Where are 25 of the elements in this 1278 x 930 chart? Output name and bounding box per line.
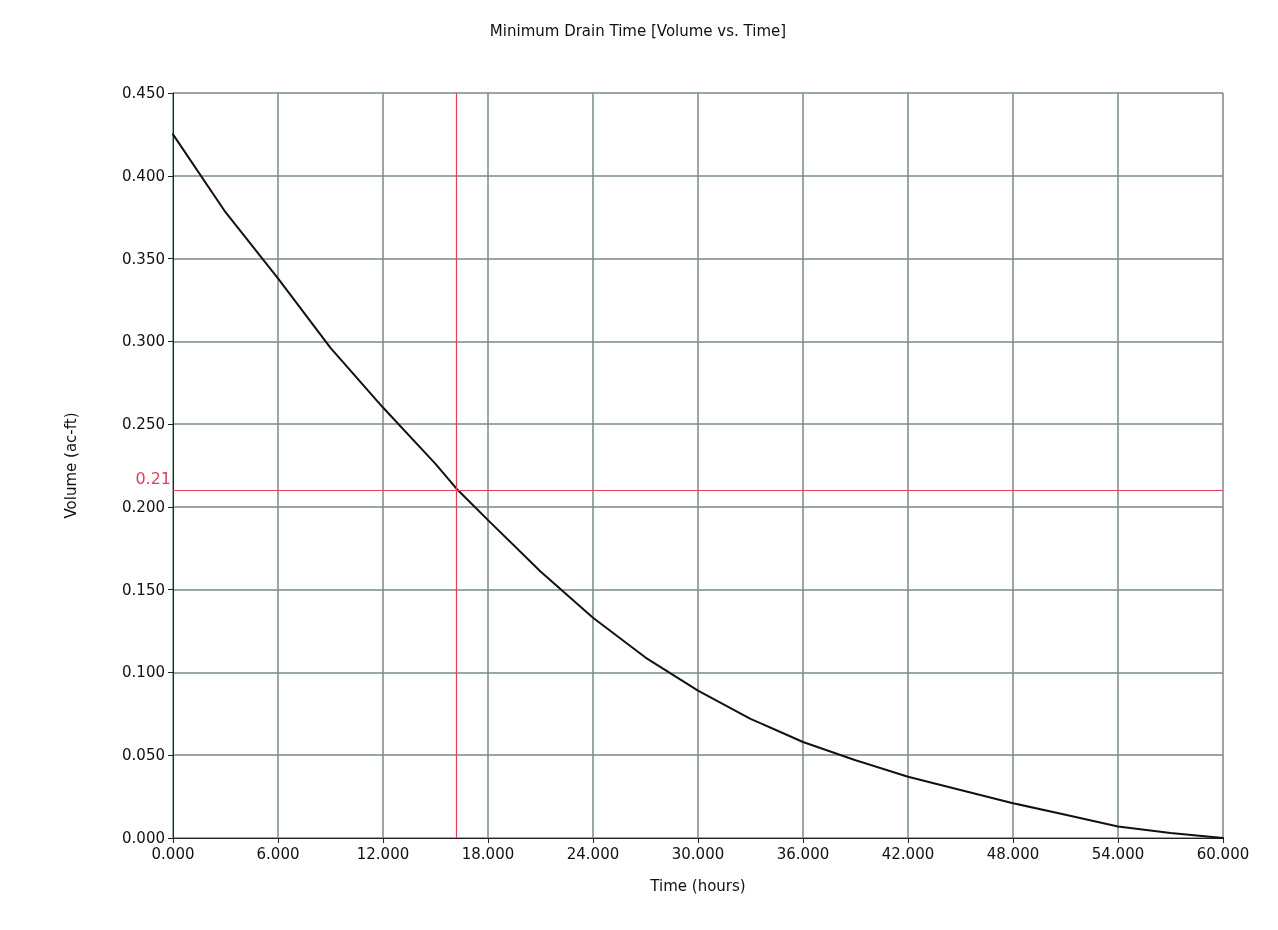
x-tick-label: 48.000 xyxy=(986,844,1040,863)
x-tick-label: 60.000 xyxy=(1196,844,1250,863)
y-tick-label: 0.250 xyxy=(122,415,165,434)
x-tick-label: 24.000 xyxy=(566,844,620,863)
chart-title: Minimum Drain Time [Volume vs. Time] xyxy=(489,21,787,40)
x-tick-label: 18.000 xyxy=(461,844,515,863)
y-tick-label: 0.200 xyxy=(122,497,165,516)
x-tick-label: 36.000 xyxy=(776,844,830,863)
y-tick-label: 0.350 xyxy=(122,249,165,268)
y-tick-label: 0.450 xyxy=(122,84,165,102)
y-tick-label: 0.100 xyxy=(122,663,165,682)
x-tick-label: 6.000 xyxy=(256,844,300,863)
x-tick-label: 42.000 xyxy=(881,844,935,863)
ref-line-label: 0.21 xyxy=(135,468,171,488)
y-axis-title: Volume (ac-ft) xyxy=(61,412,80,519)
x-tick-label: 12.000 xyxy=(356,844,410,863)
x-axis-title: Time (hours) xyxy=(649,876,746,895)
x-tick-label: 54.000 xyxy=(1091,844,1145,863)
y-tick-label: 0.050 xyxy=(122,746,165,765)
x-tick-label: 30.000 xyxy=(671,844,725,863)
x-tick-label: 0.000 xyxy=(151,844,195,863)
y-tick-label: 0.150 xyxy=(122,580,165,599)
y-tick-label: 0.300 xyxy=(122,332,165,351)
y-tick-label: 0.400 xyxy=(122,166,165,185)
y-tick-label: 0.000 xyxy=(122,829,165,847)
